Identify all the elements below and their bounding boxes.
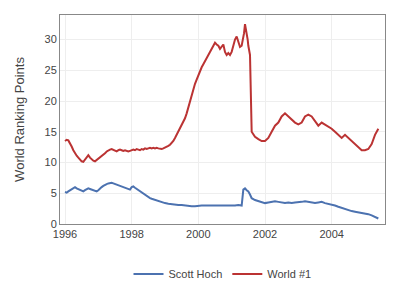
svg-text:1996: 1996 bbox=[53, 228, 77, 240]
svg-text:25: 25 bbox=[45, 64, 57, 76]
svg-text:World #1: World #1 bbox=[267, 268, 311, 280]
svg-text:2000: 2000 bbox=[186, 228, 210, 240]
svg-text:30: 30 bbox=[45, 33, 57, 45]
svg-text:0: 0 bbox=[51, 218, 57, 230]
svg-text:World Ranking Points: World Ranking Points bbox=[12, 57, 27, 182]
svg-text:Scott Hoch: Scott Hoch bbox=[169, 268, 223, 280]
svg-text:5: 5 bbox=[51, 187, 57, 199]
svg-text:1998: 1998 bbox=[119, 228, 143, 240]
svg-text:2004: 2004 bbox=[319, 228, 343, 240]
svg-text:20: 20 bbox=[45, 95, 57, 107]
svg-text:2002: 2002 bbox=[253, 228, 277, 240]
svg-text:15: 15 bbox=[45, 126, 57, 138]
svg-text:10: 10 bbox=[45, 156, 57, 168]
